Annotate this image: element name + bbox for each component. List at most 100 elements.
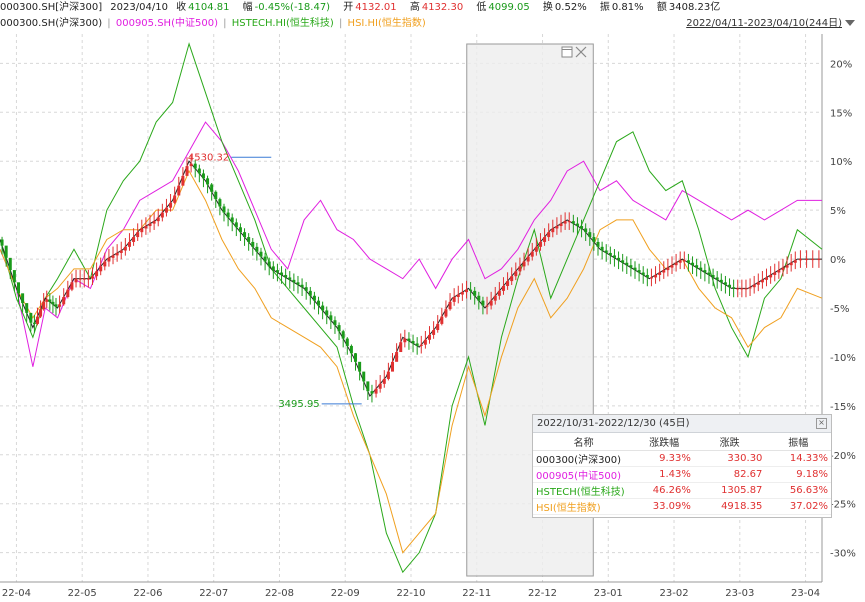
candle-body — [691, 262, 695, 266]
candle-body — [115, 252, 119, 256]
candle-body — [25, 303, 29, 313]
candle-body — [460, 292, 464, 295]
candle-body — [103, 261, 107, 267]
candle-body — [711, 274, 715, 278]
candle-body — [522, 261, 526, 267]
stats-col-pct: 涨跌幅 — [634, 433, 694, 451]
restore-icon[interactable] — [561, 46, 573, 58]
close-icon[interactable]: × — [816, 418, 827, 429]
candle-body — [42, 301, 46, 310]
candle-body — [36, 316, 40, 324]
candle-body — [695, 265, 699, 268]
candle-body — [452, 296, 456, 302]
candle-body — [703, 270, 707, 273]
candle-body — [218, 199, 222, 207]
candle-body — [485, 305, 489, 307]
selection-controls — [561, 46, 587, 58]
candle-body — [32, 322, 36, 324]
candle-body — [354, 353, 358, 362]
candle-body — [62, 296, 66, 305]
candle-body — [164, 207, 168, 213]
turnover-group: 换 0.52% — [543, 2, 592, 13]
candle-body — [551, 228, 555, 233]
x-tick-label: 23-02 — [660, 588, 689, 599]
quote-info-bar: 000300.SH[沪深300] 2023/04/10 收 4104.81 幅 -0… — [0, 0, 865, 16]
candle-body — [386, 371, 390, 379]
candle-body — [259, 251, 263, 257]
candle-body — [39, 309, 43, 317]
candle-body — [173, 195, 177, 203]
candle-body — [312, 295, 316, 301]
candle-body — [12, 270, 16, 283]
candle-body — [300, 284, 304, 288]
candle-body — [497, 290, 501, 296]
candle-body — [317, 300, 321, 306]
candle-body — [267, 261, 271, 267]
x-tick-label: 22-05 — [68, 588, 97, 599]
legend-item-hstech[interactable]: HSTECH.HI(恒生科技) — [231, 18, 334, 29]
candle-body — [275, 270, 279, 273]
candle-body — [345, 338, 349, 346]
candle-body — [781, 267, 785, 271]
candle-body — [740, 288, 744, 290]
candle-body — [793, 260, 797, 263]
amount-value: 3408.23亿 — [668, 2, 721, 13]
candle-body — [74, 278, 78, 283]
candle-body — [284, 274, 288, 278]
candle-body — [440, 316, 444, 324]
legend-item-csi500[interactable]: 000905.SH(中证500) — [115, 18, 218, 29]
open-value: 4132.01 — [355, 2, 397, 13]
candle-body — [584, 228, 588, 233]
candle-body — [501, 285, 505, 291]
close-icon[interactable] — [575, 46, 587, 58]
x-tick-label: 23-04 — [791, 588, 820, 599]
candle-body — [251, 241, 255, 247]
candle-body — [765, 277, 769, 280]
candle-body — [543, 237, 547, 242]
turnover-value: 0.52% — [554, 2, 587, 13]
candle-body — [633, 267, 637, 271]
high-label: 高 — [409, 2, 420, 13]
candle-body — [206, 178, 210, 185]
legend-item-hsi[interactable]: HSI.HI(恒生指数) — [347, 18, 426, 29]
legend-item-hs300[interactable]: 000300.SH(沪深300) — [0, 18, 103, 29]
stats-row: 000300(沪深300) 9.33% 330.30 14.33% — [533, 450, 831, 467]
candle-body — [0, 239, 4, 246]
candle-body — [58, 304, 62, 307]
candle-body — [608, 252, 612, 256]
candle-body — [811, 259, 815, 261]
candle-body — [510, 276, 514, 282]
amplitude-group: 振 0.81% — [600, 2, 649, 13]
x-tick-label: 22-06 — [133, 588, 162, 599]
amplitude-label: 振 — [599, 2, 610, 13]
candle-body — [752, 284, 756, 288]
candle-body — [658, 272, 662, 275]
candle-body — [378, 383, 382, 389]
x-tick-label: 22-08 — [265, 588, 294, 599]
candle-body — [469, 289, 473, 291]
candle-body — [728, 284, 732, 288]
date-range-select[interactable]: 2022/04/11-2023/04/10(244日) — [686, 17, 855, 31]
candle-body — [604, 250, 608, 253]
stats-panel-title: 2022/10/31-2022/12/30 (45日) — [537, 418, 690, 429]
candle-body — [403, 338, 407, 343]
candle-body — [621, 260, 625, 263]
stats-row-amp: 14.33% — [765, 450, 831, 467]
amplitude-value: 0.81% — [611, 2, 644, 13]
candle-body — [247, 237, 251, 242]
candle-body — [201, 173, 205, 179]
candle-body — [769, 274, 773, 278]
candle-body — [744, 288, 748, 290]
candle-body — [580, 226, 584, 229]
candle-body — [530, 251, 534, 257]
y-tick-label: 20% — [830, 59, 852, 70]
candle-body — [641, 272, 645, 275]
close-value: 4104.81 — [188, 2, 230, 13]
candle-body — [321, 305, 325, 311]
stats-row-chg: 4918.35 — [693, 498, 766, 515]
candle-body — [538, 241, 542, 247]
candle-body — [140, 228, 144, 233]
candle-body — [707, 272, 711, 275]
stats-row-name: 000905(中证500) — [533, 466, 635, 483]
candle-body — [4, 245, 8, 258]
